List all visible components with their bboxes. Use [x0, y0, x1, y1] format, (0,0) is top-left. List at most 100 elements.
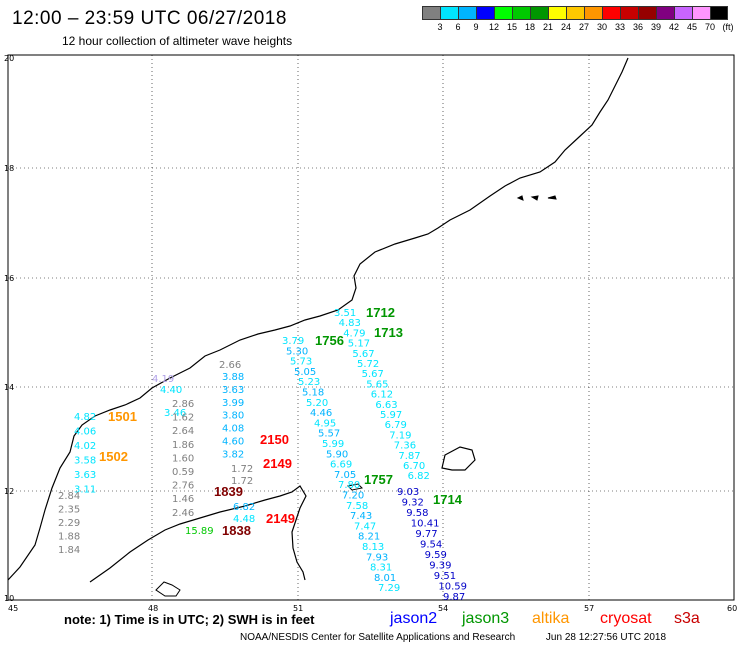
legend-cryosat: cryosat [600, 610, 652, 627]
color-scale-swatch [440, 6, 458, 20]
color-scale-swatch [656, 6, 674, 20]
latitude-label: 16 [4, 274, 14, 283]
track-b-value: 5.99 [322, 439, 344, 450]
color-scale-label: 18 [524, 22, 536, 32]
track-a-value: 5.67 [352, 349, 374, 360]
pass-0-value: 3.63 [74, 470, 96, 481]
track-b-value: 5.05 [294, 367, 316, 378]
track-b-value: 4.46 [310, 408, 332, 419]
track-a-value: 6.82 [408, 471, 430, 482]
color-scale-swatch [674, 6, 692, 20]
pass-0-value: 4.82 [74, 412, 96, 423]
pass-5-value: 1.72 [231, 476, 253, 487]
pass-1-value: 1.88 [58, 532, 80, 543]
value-4-19: 4.19 [152, 374, 174, 385]
legend-jason2: jason2 [390, 610, 438, 627]
pass-3-value: 1.62 [172, 413, 194, 424]
map-subtitle: 12 hour collection of altimeter wave hei… [62, 34, 293, 48]
track-a-dark-value: 9.32 [402, 498, 424, 509]
island-socotra-east [441, 446, 476, 471]
track-a-values: 3.514.834.795.175.675.725.675.656.126.63… [334, 308, 430, 482]
map-grid [8, 55, 734, 600]
time-label-1712: 1712 [366, 305, 395, 320]
track-a-dark-values: 9.039.329.5810.419.779.549.599.399.5110.… [397, 487, 467, 603]
track-b-value: 7.20 [342, 491, 364, 502]
longitude-label: 57 [584, 604, 594, 613]
color-scale-swatch [548, 6, 566, 20]
track-b-value: 7.80 [338, 480, 360, 491]
color-scale-label: 27 [578, 22, 590, 32]
time-label-2150: 2150 [260, 432, 289, 447]
track-a-value: 6.63 [375, 400, 397, 411]
latitude-label: 18 [4, 164, 14, 173]
track-b-value: 7.93 [366, 552, 388, 563]
color-scale-labels: 3 6 9 12 15 18 21 24 27 30 33 36 39 42 45 70 (ft) [422, 22, 740, 34]
color-scale-label: 39 [650, 22, 662, 32]
color-scale-label: 70 [704, 22, 716, 32]
value-4-48: 4.48 [233, 514, 255, 525]
color-scale-label: 15 [506, 22, 518, 32]
latitude-labels: 20 18 16 14 12 10 [4, 54, 14, 603]
color-scale-swatch [494, 6, 512, 20]
track-a-value: 7.36 [394, 441, 416, 452]
pass-4-value: 3.63 [222, 385, 244, 396]
pass-3-value: 1.86 [172, 440, 194, 451]
pass-3-value: 2.64 [172, 426, 194, 437]
track-b-value: 8.21 [358, 532, 380, 543]
legend-altika: altika [532, 610, 570, 627]
track-a-dark-value: 9.58 [406, 508, 428, 519]
pass-3-value: 1.46 [172, 494, 194, 505]
time-label-1501: 1501 [108, 409, 137, 424]
track-a-dark-value: 9.77 [415, 529, 437, 540]
longitude-label: 48 [148, 604, 158, 613]
track-a-dark-value: 9.59 [425, 550, 447, 561]
color-scale-label: 45 [686, 22, 698, 32]
pass-4-value: 4.60 [222, 437, 244, 448]
track-b-value: 5.57 [318, 429, 340, 440]
longitude-label: 54 [438, 604, 448, 613]
color-scale-swatch [512, 6, 530, 20]
pass-4-value: 3.82 [222, 449, 244, 460]
pass-2-value: 4.40 [160, 385, 182, 396]
track-b-value: 7.43 [350, 511, 372, 522]
track-a-value: 3.51 [334, 308, 356, 319]
track-a-dark-value: 9.54 [420, 540, 442, 551]
color-scale-label: 21 [542, 22, 554, 32]
track-b-value: 5.73 [290, 357, 312, 368]
latitude-label: 12 [4, 487, 14, 496]
pass-3-value: 2.76 [172, 481, 194, 492]
pass-2-value: 3.46 [164, 408, 186, 419]
latitude-label: 20 [4, 54, 14, 63]
track-a-dark-value: 9.51 [434, 571, 456, 582]
time-label-1757: 1757 [364, 472, 393, 487]
track-a-value: 5.97 [380, 410, 402, 421]
pass-0-value: 4.02 [74, 441, 96, 452]
time-label-1502: 1502 [99, 449, 128, 464]
track-b-value: 6.69 [330, 460, 352, 471]
pass-4-value: 3.80 [222, 411, 244, 422]
track-a-value: 6.70 [403, 461, 425, 472]
color-scale-label: 30 [596, 22, 608, 32]
color-scale-swatch [638, 6, 656, 20]
track-a-value: 6.12 [371, 390, 393, 401]
color-scale-label: 33 [614, 22, 626, 32]
track-b-value: 8.31 [370, 563, 392, 574]
color-scale-swatch [476, 6, 494, 20]
footer: NOAA/NESDIS Center for Satellite Applica… [240, 632, 694, 643]
time-label-1839: 1839 [214, 484, 243, 499]
color-scale-swatch [692, 6, 710, 20]
pass-0-value: 3.11 [74, 485, 96, 496]
color-scale-swatch [458, 6, 476, 20]
map-title: 12:00 – 23:59 UTC 06/27/2018 [12, 8, 287, 29]
track-b-value: 5.30 [286, 346, 308, 357]
time-label-2149-a: 2149 [263, 456, 292, 471]
footer-timestamp: Jun 28 12:27:56 UTC 2018 [545, 632, 667, 643]
track-b-values: 3.795.305.735.055.235.185.204.464.955.57… [282, 336, 400, 594]
track-b-value: 4.95 [314, 418, 336, 429]
pass-0-value: 4.06 [74, 427, 96, 438]
color-scale-label: 24 [560, 22, 572, 32]
color-scale-swatch [710, 6, 728, 20]
track-a-value: 4.79 [343, 328, 365, 339]
color-scale-swatch [602, 6, 620, 20]
color-scale [422, 6, 728, 20]
